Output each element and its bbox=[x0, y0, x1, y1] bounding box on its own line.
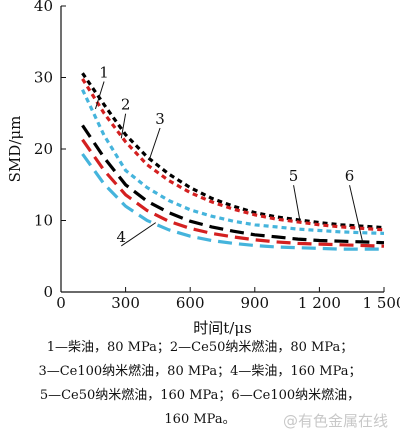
annotation-label-5: 5 bbox=[289, 167, 299, 185]
annotations: 12 3 4 5 6 bbox=[94, 64, 363, 247]
annotation-leader-3 bbox=[148, 127, 161, 160]
x-tick-label: 1 500 bbox=[363, 294, 400, 312]
series-line-4 bbox=[81, 153, 384, 251]
annotation-leader-4 bbox=[121, 222, 157, 247]
y-tick-label: 0 bbox=[43, 283, 53, 301]
x-tick-label: 900 bbox=[240, 294, 269, 312]
legend-line-3: 5—Ce50纳米燃油，160 MPa；6—Ce100纳米燃油， bbox=[39, 388, 361, 403]
x-tick-label: 300 bbox=[111, 294, 140, 312]
y-tick-label: 30 bbox=[34, 69, 53, 87]
x-axis-label: 时间t/μs bbox=[193, 319, 252, 337]
watermark: @有色金属在线 bbox=[282, 412, 388, 430]
axes: 0 300 600 900 1 200 1 500 0 10 20 30 40 bbox=[34, 0, 400, 312]
annotation-label-1: 1 bbox=[99, 64, 109, 82]
y-tick-label: 20 bbox=[34, 140, 53, 158]
x-tick-label: 1 200 bbox=[298, 294, 341, 312]
x-tick-label: 0 bbox=[56, 294, 66, 312]
annotation-label-6: 6 bbox=[345, 167, 355, 185]
series-line-6 bbox=[81, 124, 385, 245]
series-line-2 bbox=[81, 78, 385, 232]
legend-line-1: 1—柴油，80 MPa；2—Ce50纳米燃油，80 MPa； bbox=[46, 340, 354, 355]
legend-line-2: 3—Ce100纳米燃油，80 MPa；4—柴油，160 MPa； bbox=[38, 364, 362, 379]
annotation-label-3: 3 bbox=[155, 110, 165, 128]
curves bbox=[81, 72, 385, 251]
annotation-label-4: 4 bbox=[117, 228, 127, 246]
series-line-3 bbox=[81, 89, 385, 235]
series-line-1 bbox=[81, 72, 385, 230]
legend-line-4: 160 MPa。 bbox=[164, 412, 236, 427]
annotation-leader-1 bbox=[94, 81, 105, 110]
annotation-leader-2 bbox=[120, 113, 127, 139]
annotation-label-2: 2 bbox=[121, 96, 131, 114]
y-tick-label: 10 bbox=[34, 212, 53, 230]
x-tick-label: 600 bbox=[176, 294, 205, 312]
annotation-leader-6 bbox=[349, 185, 363, 242]
y-tick-label: 40 bbox=[34, 0, 53, 15]
annotation-leader-5 bbox=[293, 185, 301, 222]
chart: 0 300 600 900 1 200 1 500 0 10 20 30 40 12 3 4 5 6 SMD… bbox=[6, 0, 400, 337]
y-axis-label: SMD/μm bbox=[6, 116, 24, 183]
